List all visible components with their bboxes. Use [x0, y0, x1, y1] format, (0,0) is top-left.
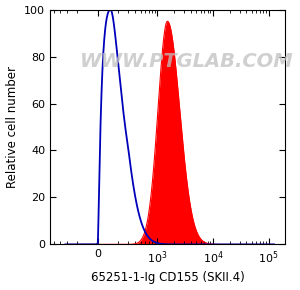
Text: WWW.PTGLAB.COM: WWW.PTGLAB.COM [80, 52, 293, 71]
Y-axis label: Relative cell number: Relative cell number [6, 66, 19, 188]
X-axis label: 65251-1-Ig CD155 (SKII.4): 65251-1-Ig CD155 (SKII.4) [91, 271, 244, 284]
